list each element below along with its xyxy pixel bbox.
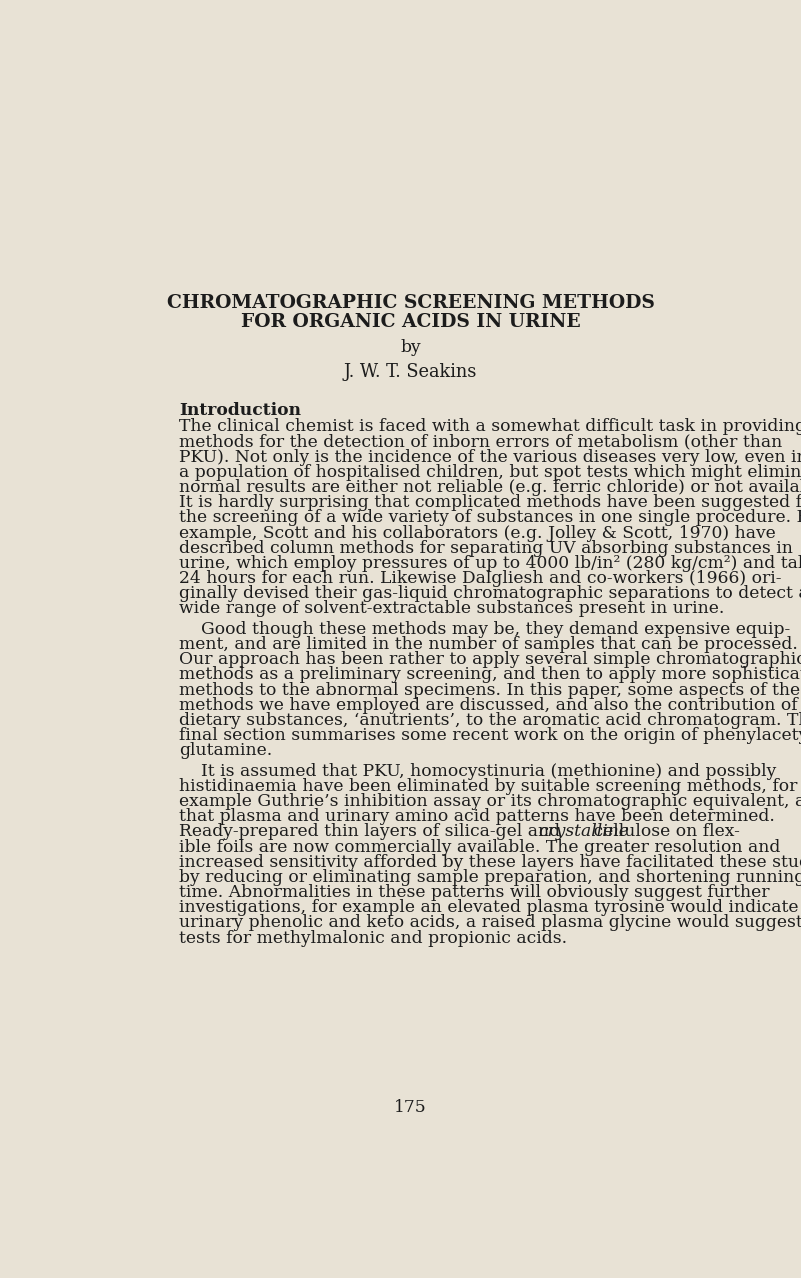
- Text: The clinical chemist is faced with a somewhat difficult task in providing: The clinical chemist is faced with a som…: [179, 418, 801, 436]
- Text: It is hardly surprising that complicated methods have been suggested for: It is hardly surprising that complicated…: [179, 495, 801, 511]
- Text: 24 hours for each run. Likewise Dalgliesh and co-workers (1966) ori-: 24 hours for each run. Likewise Dalglies…: [179, 570, 782, 587]
- Text: methods as a preliminary screening, and then to apply more sophisticated: methods as a preliminary screening, and …: [179, 666, 801, 684]
- Text: dietary substances, ‘anutrients’, to the aromatic acid chromatogram. The: dietary substances, ‘anutrients’, to the…: [179, 712, 801, 728]
- Text: ginally devised their gas-liquid chromatographic separations to detect a: ginally devised their gas-liquid chromat…: [179, 585, 801, 602]
- Text: glutamine.: glutamine.: [179, 743, 272, 759]
- Text: cellulose on flex-: cellulose on flex-: [588, 823, 740, 841]
- Text: Our approach has been rather to apply several simple chromatographic: Our approach has been rather to apply se…: [179, 652, 801, 668]
- Text: wide range of solvent-extractable substances present in urine.: wide range of solvent-extractable substa…: [179, 601, 725, 617]
- Text: urine, which employ pressures of up to 4000 lb/in² (280 kg/cm²) and take: urine, which employ pressures of up to 4…: [179, 555, 801, 571]
- Text: methods to the abnormal specimens. In this paper, some aspects of the: methods to the abnormal specimens. In th…: [179, 681, 800, 699]
- Text: final section summarises some recent work on the origin of phenylacetyl: final section summarises some recent wor…: [179, 727, 801, 744]
- Text: PKU). Not only is the incidence of the various diseases very low, even in: PKU). Not only is the incidence of the v…: [179, 449, 801, 465]
- Text: FOR ORGANIC ACIDS IN URINE: FOR ORGANIC ACIDS IN URINE: [240, 313, 581, 331]
- Text: methods we have employed are discussed, and also the contribution of: methods we have employed are discussed, …: [179, 697, 798, 713]
- Text: 175: 175: [394, 1099, 427, 1116]
- Text: time. Abnormalities in these patterns will obviously suggest further: time. Abnormalities in these patterns wi…: [179, 884, 770, 901]
- Text: ible foils are now commercially available. The greater resolution and: ible foils are now commercially availabl…: [179, 838, 780, 855]
- Text: normal results are either not reliable (e.g. ferric chloride) or not available.: normal results are either not reliable (…: [179, 479, 801, 496]
- Text: by: by: [400, 340, 421, 357]
- Text: Good though these methods may be, they demand expensive equip-: Good though these methods may be, they d…: [179, 621, 791, 638]
- Text: that plasma and urinary amino acid patterns have been determined.: that plasma and urinary amino acid patte…: [179, 808, 775, 826]
- Text: methods for the detection of inborn errors of metabolism (other than: methods for the detection of inborn erro…: [179, 433, 783, 451]
- Text: example, Scott and his collaborators (e.g. Jolley & Scott, 1970) have: example, Scott and his collaborators (e.…: [179, 524, 776, 542]
- Text: ment, and are limited in the number of samples that can be processed.: ment, and are limited in the number of s…: [179, 636, 798, 653]
- Text: Ready-prepared thin layers of silica-gel and: Ready-prepared thin layers of silica-gel…: [179, 823, 566, 841]
- Text: a population of hospitalised children, but spot tests which might eliminate: a population of hospitalised children, b…: [179, 464, 801, 481]
- Text: histidinaemia have been eliminated by suitable screening methods, for: histidinaemia have been eliminated by su…: [179, 778, 798, 795]
- Text: crystalline: crystalline: [538, 823, 630, 841]
- Text: described column methods for separating UV absorbing substances in: described column methods for separating …: [179, 539, 793, 557]
- Text: Introduction: Introduction: [179, 401, 301, 419]
- Text: increased sensitivity afforded by these layers have facilitated these studies,: increased sensitivity afforded by these …: [179, 854, 801, 870]
- Text: tests for methylmalonic and propionic acids.: tests for methylmalonic and propionic ac…: [179, 929, 567, 947]
- Text: investigations, for example an elevated plasma tyrosine would indicate: investigations, for example an elevated …: [179, 900, 799, 916]
- Text: J. W. T. Seakins: J. W. T. Seakins: [344, 363, 477, 381]
- Text: example Guthrie’s inhibition assay or its chromatographic equivalent, and: example Guthrie’s inhibition assay or it…: [179, 794, 801, 810]
- Text: the screening of a wide variety of substances in one single procedure. For: the screening of a wide variety of subst…: [179, 510, 801, 527]
- Text: by reducing or eliminating sample preparation, and shortening running: by reducing or eliminating sample prepar…: [179, 869, 801, 886]
- Text: CHROMATOGRAPHIC SCREENING METHODS: CHROMATOGRAPHIC SCREENING METHODS: [167, 294, 654, 312]
- Text: urinary phenolic and keto acids, a raised plasma glycine would suggest: urinary phenolic and keto acids, a raise…: [179, 914, 801, 932]
- Text: It is assumed that PKU, homocystinuria (methionine) and possibly: It is assumed that PKU, homocystinuria (…: [179, 763, 776, 780]
